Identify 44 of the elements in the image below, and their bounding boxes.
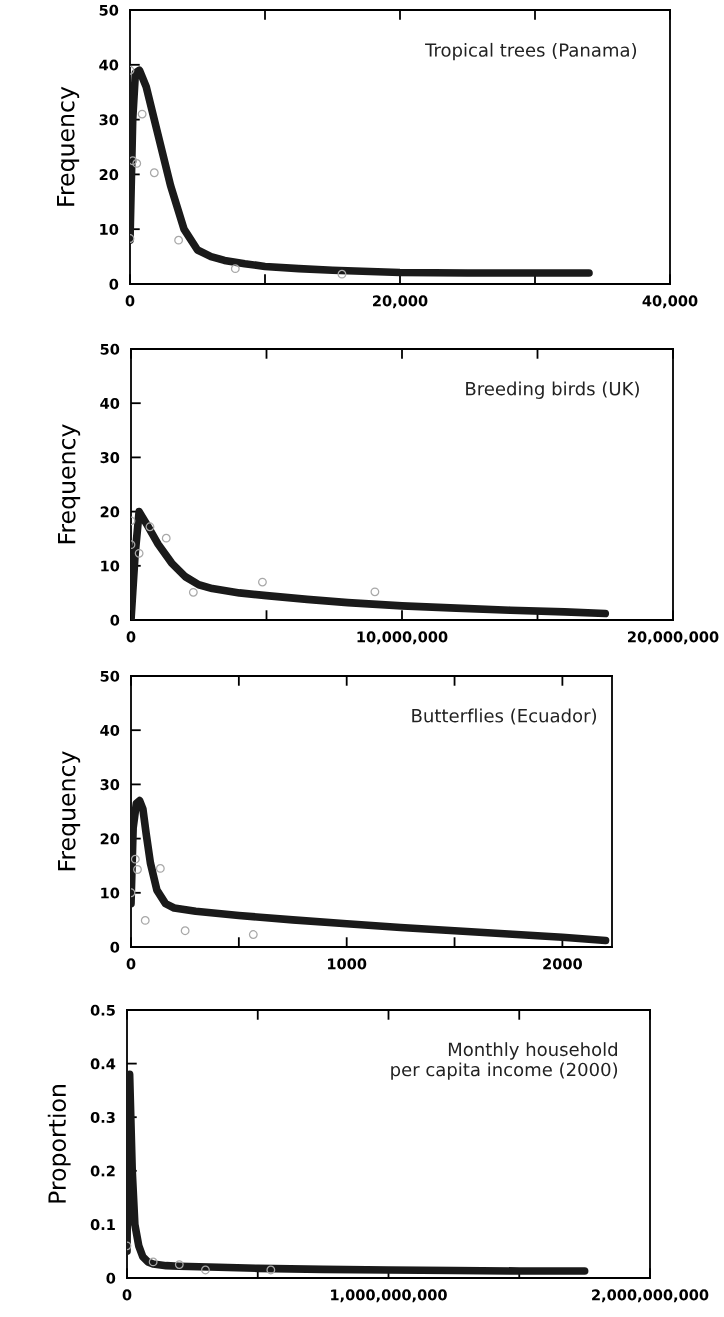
y-axis-title: Frequency (58, 751, 81, 871)
x-tick-label: 1,000,000,000 (331, 1289, 447, 1303)
x-tick-label: 0 (122, 1289, 132, 1301)
y-tick-label: 50 (100, 670, 120, 682)
x-tick-label: 0 (126, 631, 136, 643)
text: Breeding birds (UK) (466, 381, 639, 399)
y-tick-label: 20 (100, 833, 120, 845)
y-tick-label: 0 (106, 1272, 116, 1284)
y-tick-label: 30 (100, 779, 120, 791)
x-tick-label: 20,000 (373, 295, 428, 309)
y-tick-label: 50 (100, 343, 120, 355)
y-axis-title: Frequency (58, 424, 81, 544)
x-tick-label: 20,000,000 (628, 631, 719, 645)
y-tick-label: 20 (100, 506, 120, 518)
y-axis-title: Frequency (57, 86, 80, 206)
y-tick-label: 0.5 (90, 1004, 115, 1016)
x-tick-label: 1000 (328, 958, 367, 970)
y-tick-label: 40 (99, 59, 119, 71)
y-tick-label: 0 (110, 941, 120, 953)
y-tick-label: 30 (100, 452, 120, 464)
y-tick-label: 50 (99, 4, 119, 16)
y-tick-label: 0.3 (90, 1111, 115, 1123)
y-tick-label: 0.2 (90, 1165, 115, 1177)
x-tick-label: 2000 (543, 958, 582, 970)
y-tick-label: 0.4 (90, 1058, 116, 1070)
text: Monthly household per capita income (2000) (391, 1042, 618, 1080)
y-tick-label: 0.1 (90, 1219, 115, 1231)
y-tick-label: 40 (100, 397, 120, 409)
y-axis-title: Proportion (47, 1085, 71, 1203)
x-tick-label: 0 (126, 958, 136, 970)
x-tick-label: 2,000,000,000 (592, 1289, 709, 1303)
y-tick-label: 10 (101, 887, 120, 899)
text: Tropical trees (Panama) (425, 42, 637, 61)
y-tick-label: 20 (99, 169, 119, 181)
x-tick-label: 10,000,000 (357, 631, 448, 645)
y-tick-label: 40 (100, 724, 120, 736)
text: Butterflies (Ecuador) (412, 708, 597, 725)
y-tick-label: 10 (100, 223, 119, 235)
x-tick-label: 0 (125, 295, 135, 307)
y-tick-label: 10 (101, 560, 120, 572)
x-tick-label: 40,000 (642, 295, 698, 309)
y-tick-label: 30 (99, 114, 119, 126)
y-tick-label: 0 (109, 278, 119, 290)
y-tick-label: 0 (110, 614, 120, 626)
